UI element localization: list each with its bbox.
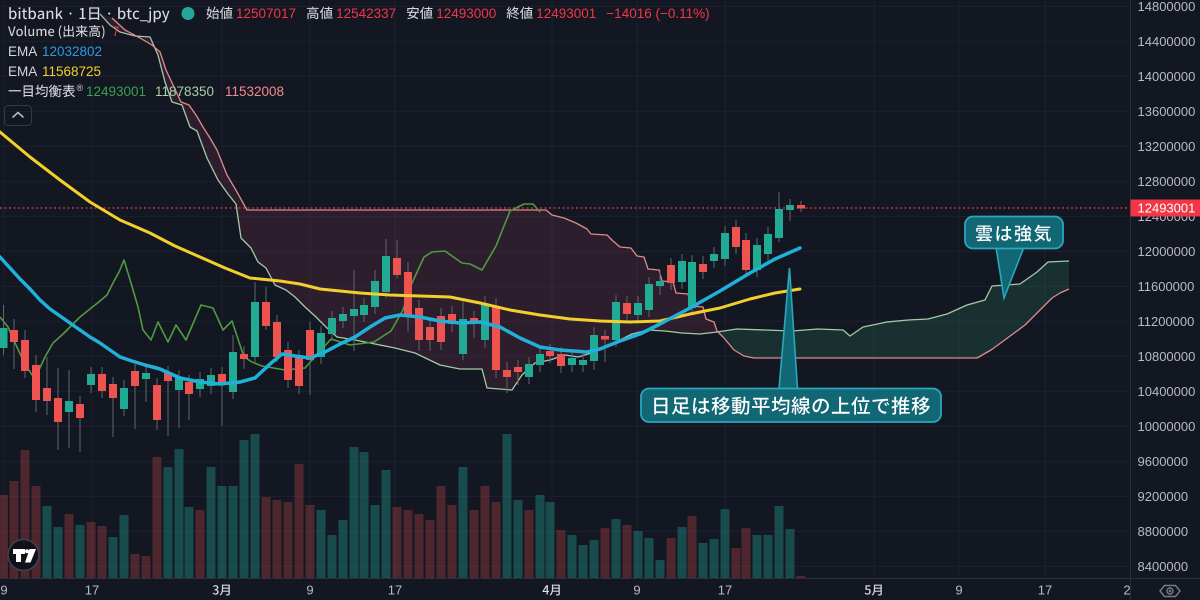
svg-text:®: ® bbox=[77, 83, 84, 93]
svg-text:9200000: 9200000 bbox=[1138, 489, 1189, 504]
svg-text:12542337: 12542337 bbox=[336, 6, 396, 21]
svg-text:11600000: 11600000 bbox=[1138, 279, 1195, 294]
svg-text:17: 17 bbox=[388, 583, 402, 598]
svg-text:10000000: 10000000 bbox=[1138, 419, 1196, 434]
svg-text:14000000: 14000000 bbox=[1138, 69, 1196, 84]
svg-text:8800000: 8800000 bbox=[1138, 524, 1189, 539]
svg-text:17: 17 bbox=[718, 583, 732, 598]
svg-text:7: 7 bbox=[112, 24, 120, 39]
svg-text:12032802: 12032802 bbox=[42, 44, 102, 59]
svg-text:12507017: 12507017 bbox=[236, 6, 296, 21]
svg-text:17: 17 bbox=[1038, 583, 1052, 598]
svg-text:14800000: 14800000 bbox=[1138, 0, 1196, 14]
svg-text:13200000: 13200000 bbox=[1138, 139, 1196, 154]
svg-text:9: 9 bbox=[633, 583, 640, 598]
svg-text:17: 17 bbox=[85, 583, 99, 598]
svg-text:11568725: 11568725 bbox=[42, 64, 101, 79]
svg-text:EMA: EMA bbox=[8, 44, 37, 59]
svg-text:14400000: 14400000 bbox=[1138, 34, 1196, 49]
svg-text:12493001: 12493001 bbox=[536, 6, 596, 21]
svg-text:EMA: EMA bbox=[8, 64, 37, 79]
svg-text:13600000: 13600000 bbox=[1138, 104, 1196, 119]
svg-text:10800000: 10800000 bbox=[1138, 349, 1196, 364]
svg-text:12493001: 12493001 bbox=[1138, 201, 1196, 216]
svg-text:12800000: 12800000 bbox=[1138, 174, 1196, 189]
svg-text:9: 9 bbox=[0, 583, 7, 598]
svg-text:12493000: 12493000 bbox=[436, 6, 496, 21]
svg-text:−14016 (−0.11%): −14016 (−0.11%) bbox=[606, 6, 709, 21]
svg-text:12493001: 12493001 bbox=[86, 84, 146, 99]
svg-text:9: 9 bbox=[306, 583, 313, 598]
svg-text:2: 2 bbox=[1123, 583, 1130, 598]
svg-text:10400000: 10400000 bbox=[1138, 384, 1196, 399]
svg-text:8400000: 8400000 bbox=[1138, 559, 1189, 574]
svg-text:9: 9 bbox=[955, 583, 962, 598]
svg-text:11878350: 11878350 bbox=[155, 84, 214, 99]
svg-text:9600000: 9600000 bbox=[1138, 454, 1189, 469]
svg-text:11200000: 11200000 bbox=[1138, 314, 1195, 329]
svg-text:11532008: 11532008 bbox=[225, 84, 284, 99]
svg-text:12000000: 12000000 bbox=[1138, 244, 1196, 259]
